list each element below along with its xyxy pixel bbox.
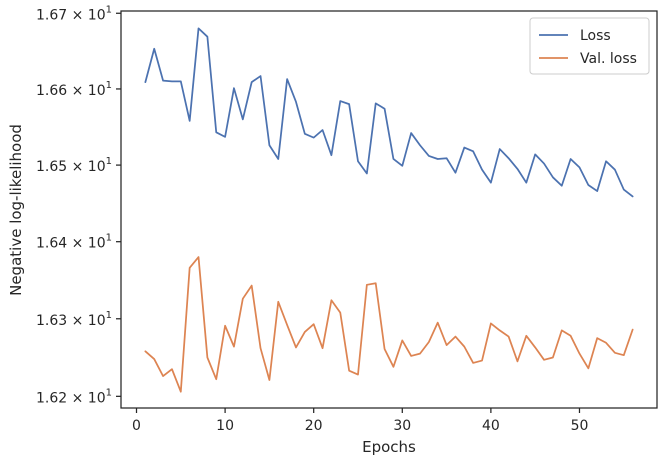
x-tick-label: 0 [132,418,141,434]
series-line-0 [144,27,634,198]
y-tick-label: 1.64 × 101 [36,233,112,252]
y-axis-ticks: 1.62 × 101 1.63 × 101 1.64 × 101 1.65 × 101… [36,4,121,406]
x-axis-label: Epochs [362,438,416,456]
y-tick-label: 1.65 × 101 [36,156,112,175]
series-line-1 [144,256,634,393]
x-axis-ticks: 0 10 20 30 40 50 [132,408,588,434]
y-tick-label: 1.63 × 101 [36,310,112,329]
y-tick-label: 1.67 × 101 [36,4,112,23]
x-tick-label: 50 [571,418,589,434]
series-layer [144,27,634,393]
y-tick-label: 1.62 × 101 [36,387,112,406]
x-tick-label: 20 [305,418,323,434]
legend-box [529,17,650,75]
y-tick-label: 1.66 × 101 [36,80,112,99]
legend-label-val-loss: Val. loss [580,51,637,67]
x-tick-label: 40 [482,418,500,434]
legend-label-loss: Loss [580,28,611,44]
legend: Loss Val. loss [529,17,650,75]
x-tick-label: 30 [393,418,411,434]
y-axis-label: Negative log-likelihood [7,124,25,296]
x-tick-label: 10 [216,418,234,434]
